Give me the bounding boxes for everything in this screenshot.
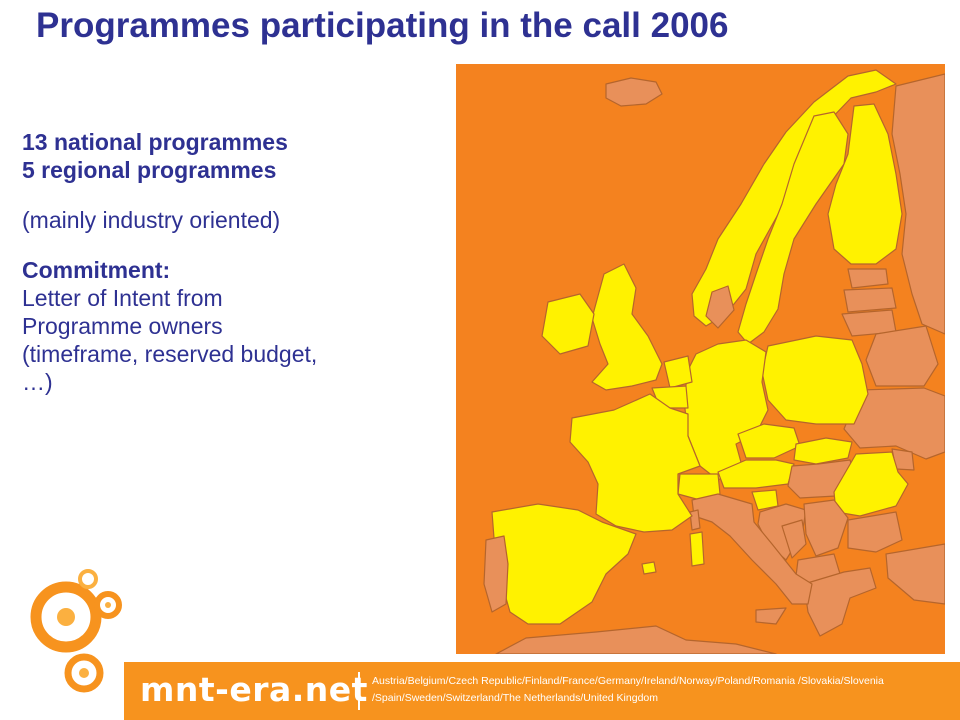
united-kingdom-shape	[591, 263, 663, 391]
bulgaria-shape	[847, 511, 903, 553]
footer-banner: mnt-era.net Austria/Belgium/Czech Republ…	[124, 662, 960, 720]
footer-divider	[358, 672, 360, 710]
sweden-shape	[737, 111, 849, 345]
commitment-heading: Commitment:	[22, 257, 171, 283]
commitment-line-3: (timeframe, reserved budget,	[22, 341, 318, 367]
turkey-shape	[885, 543, 945, 605]
europe-map	[456, 64, 945, 654]
slovenia-shape	[751, 489, 779, 511]
latvia-shape	[843, 287, 897, 313]
france-shape	[569, 393, 701, 533]
romania-shape	[833, 451, 909, 517]
national-programmes-text: 13 national programmes	[22, 129, 288, 155]
bosnia-shape	[781, 519, 807, 559]
portugal-shape	[483, 535, 509, 613]
orange-circles-logo-icon	[22, 565, 132, 705]
slovakia-shape	[793, 437, 853, 465]
ireland-shape	[541, 293, 595, 355]
denmark-shape	[705, 285, 735, 329]
russia-shape	[891, 73, 945, 335]
ukraine-shape	[843, 387, 945, 460]
commitment-line-4: …)	[22, 369, 53, 395]
estonia-shape	[847, 268, 889, 289]
italy-shape	[691, 493, 813, 605]
participating-countries: Austria/Belgium/Czech Republic/Finland/F…	[372, 673, 952, 707]
commitment-line-2: Programme owners	[22, 313, 223, 339]
orientation-text: (mainly industry oriented)	[22, 207, 281, 233]
commitment-line-1: Letter of Intent from	[22, 285, 223, 311]
iceland-shape	[605, 77, 663, 107]
slide-body: 13 national programmes 5 regional progra…	[22, 128, 452, 396]
corsica-shape	[689, 509, 701, 531]
netherlands-shape	[663, 355, 693, 389]
poland-shape	[761, 335, 869, 425]
serbia-shape	[803, 499, 849, 557]
europe-map-svg	[483, 69, 945, 654]
balearic-shape	[641, 561, 657, 575]
sardinia-shape	[689, 531, 705, 567]
greece-shape	[803, 567, 877, 637]
finland-shape	[827, 103, 903, 265]
north-africa-shape	[495, 625, 777, 654]
belarus-shape	[865, 325, 939, 387]
countries-line-2: /Spain/Sweden/Switzerland/The Netherland…	[372, 692, 658, 704]
regional-programmes-text: 5 regional programmes	[22, 157, 277, 183]
germany-shape	[683, 339, 769, 481]
sicily-shape	[755, 607, 787, 625]
slide-title: Programmes participating in the call 200…	[36, 6, 729, 45]
brand-name: mnt-era.net	[140, 670, 368, 709]
countries-line-1: Austria/Belgium/Czech Republic/Finland/F…	[372, 675, 884, 687]
